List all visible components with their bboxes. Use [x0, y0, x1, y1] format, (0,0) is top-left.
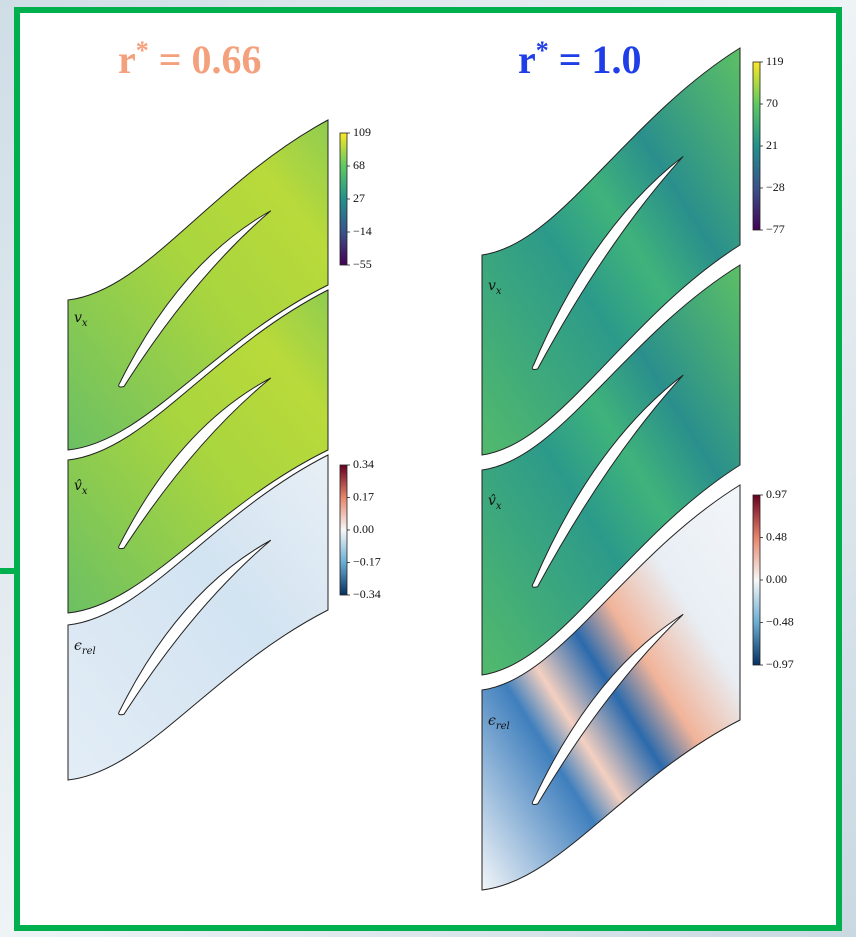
colorbar-tick-label: −0.48: [766, 614, 794, 628]
field-label: ϵrel: [74, 638, 96, 657]
colorbar-tick-label: 0.34: [353, 457, 374, 471]
panel-title: r* = 0.66: [118, 36, 262, 82]
field-label: ϵrel: [488, 713, 510, 732]
blade: [531, 374, 684, 588]
label-symbol: v̂: [488, 493, 496, 509]
field-label: v̂x: [488, 493, 502, 512]
passage: [481, 264, 741, 676]
blade: [118, 377, 272, 550]
title-rest: = 1.0: [559, 37, 642, 82]
colorbar: [752, 61, 761, 231]
colorbar-tick-label: 27: [353, 191, 365, 205]
label-sub: x: [82, 318, 88, 329]
colorbar-tick-label: 109: [353, 125, 371, 139]
colorbar: [339, 132, 348, 266]
blade: [118, 210, 272, 388]
title-rest: = 0.66: [159, 37, 262, 82]
label-sub: x: [82, 486, 88, 497]
label-symbol: v̂: [74, 478, 82, 494]
label-symbol: v: [488, 278, 496, 294]
label-sub: rel: [496, 721, 510, 732]
field-label: v̂x: [74, 478, 88, 497]
panel: r* = 1.0vxv̂xϵrel1197021−28−770.970.480.0…: [481, 36, 794, 891]
label-symbol: ϵ: [74, 638, 82, 654]
colorbar-tick-label: 68: [353, 158, 365, 172]
label-sub: x: [496, 286, 502, 297]
label-sub: rel: [82, 646, 96, 657]
content: r* = 0.66vxv̂xϵrel1096827−14−550.340.170.…: [67, 36, 794, 891]
label-symbol: ϵ: [488, 713, 496, 729]
colorbar: [339, 464, 348, 596]
colorbar-tick-label: 0.97: [766, 487, 787, 501]
colorbar-tick-label: 119: [766, 54, 784, 68]
colorbar-tick-label: 70: [766, 96, 778, 110]
colorbar-tick-label: 21: [766, 138, 778, 152]
colorbar-tick-label: −14: [353, 224, 372, 238]
title-base: r: [518, 37, 536, 82]
panel-title: r* = 1.0: [518, 36, 642, 82]
colorbar-tick-label: −55: [353, 257, 372, 271]
colorbar-tick-label: −77: [766, 222, 785, 236]
colorbar-tick-label: −0.97: [766, 657, 794, 671]
blade: [531, 613, 684, 805]
blade: [118, 539, 272, 716]
title-sup: *: [536, 36, 549, 65]
label-symbol: v: [74, 310, 82, 326]
title-base: r: [118, 37, 136, 82]
colorbar-tick-label: 0.00: [353, 522, 374, 536]
title-sup: *: [136, 36, 149, 65]
colorbar-tick-label: 0.17: [353, 489, 374, 503]
colorbar-tick-label: −28: [766, 180, 785, 194]
colorbar: [752, 494, 761, 666]
colorbar-tick-label: 0.48: [766, 529, 787, 543]
label-sub: x: [496, 501, 502, 512]
field-label: vx: [488, 278, 502, 297]
colorbar-tick-label: −0.17: [353, 554, 381, 568]
colorbar-tick-label: −0.34: [353, 587, 381, 601]
blade: [531, 155, 684, 370]
colorbar-tick-label: 0.00: [766, 572, 787, 586]
field-label: vx: [74, 310, 88, 329]
panel: r* = 0.66vxv̂xϵrel1096827−14−550.340.170.…: [67, 36, 381, 781]
